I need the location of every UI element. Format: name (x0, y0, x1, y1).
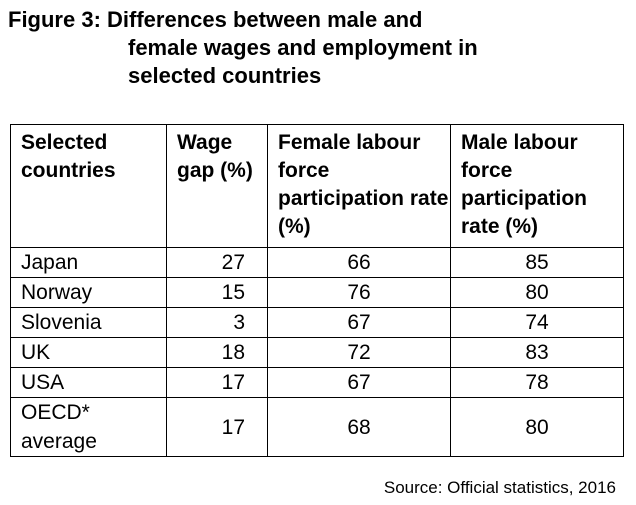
table-row: Japan 27 66 85 (10, 247, 624, 278)
table-row: OECD* average 17 68 80 (10, 397, 624, 457)
male-rate-cell: 85 (450, 247, 624, 278)
female-rate-cell: 66 (267, 247, 451, 278)
country-cell: USA (10, 367, 167, 398)
country-cell: OECD* average (10, 397, 167, 457)
female-rate-cell: 68 (267, 397, 451, 457)
male-rate-cell: 80 (450, 397, 624, 457)
male-rate-cell: 80 (450, 277, 624, 308)
country-cell: UK (10, 337, 167, 368)
country-cell: Norway (10, 277, 167, 308)
table-row: USA 17 67 78 (10, 367, 624, 398)
country-cell: Slovenia (10, 307, 167, 338)
country-cell: Japan (10, 247, 167, 278)
wage-gap-cell: 15 (166, 277, 268, 308)
female-rate-cell: 72 (267, 337, 451, 368)
figure-title-line-1: Figure 3: Differences between male and (8, 7, 423, 32)
header-female-participation: Female labour force participation rate (… (267, 124, 451, 248)
source-note: Source: Official statistics, 2016 (383, 478, 616, 497)
figure-title: Figure 3: Differences between male and f… (8, 6, 618, 90)
figure-title-line-3: selected countries (128, 63, 322, 88)
male-rate-cell: 78 (450, 367, 624, 398)
table-header-row: Selected countries Wage gap (%) Female l… (10, 124, 624, 248)
female-rate-cell: 67 (267, 307, 451, 338)
male-rate-cell: 83 (450, 337, 624, 368)
female-rate-cell: 67 (267, 367, 451, 398)
wage-gap-cell: 17 (166, 367, 268, 398)
data-table: Selected countries Wage gap (%) Female l… (10, 124, 624, 457)
wage-gap-cell: 17 (166, 397, 268, 457)
wage-gap-cell: 27 (166, 247, 268, 278)
female-rate-cell: 76 (267, 277, 451, 308)
table-row: Norway 15 76 80 (10, 277, 624, 308)
wage-gap-cell: 18 (166, 337, 268, 368)
wage-gap-cell: 3 (166, 307, 268, 338)
header-male-participation: Male labour force participation rate (%) (450, 124, 624, 248)
table-row: UK 18 72 83 (10, 337, 624, 368)
header-selected-countries: Selected countries (10, 124, 167, 248)
header-wage-gap: Wage gap (%) (166, 124, 268, 248)
table-row: Slovenia 3 67 74 (10, 307, 624, 338)
male-rate-cell: 74 (450, 307, 624, 338)
figure-title-line-2: female wages and employment in (128, 35, 478, 60)
